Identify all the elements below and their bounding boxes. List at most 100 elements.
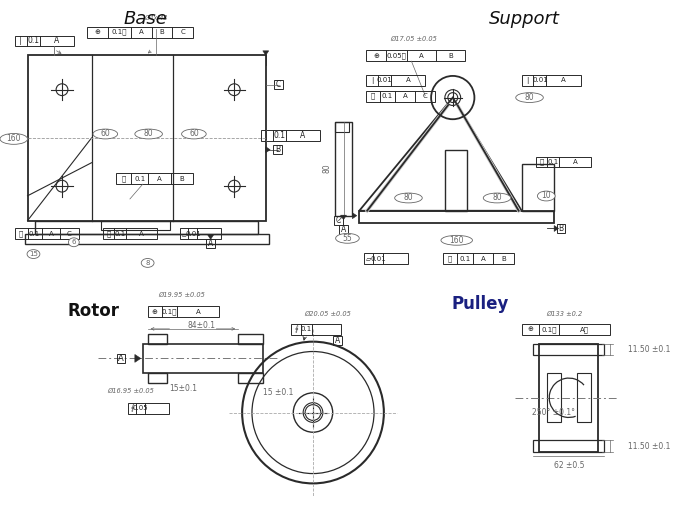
Text: A: A [573, 159, 577, 165]
Text: A: A [335, 336, 341, 345]
Text: 55: 55 [343, 234, 352, 243]
Text: ⊕: ⊕ [373, 53, 379, 59]
Text: Ø133 ±0.2: Ø133 ±0.2 [546, 311, 582, 317]
Text: 250° ±0.1°: 250° ±0.1° [531, 408, 575, 417]
Text: ⌒: ⌒ [107, 231, 111, 237]
Text: 0.01: 0.01 [185, 231, 201, 237]
Text: ⌒: ⌒ [19, 231, 23, 237]
Text: 6: 6 [72, 239, 76, 245]
Text: 0.1: 0.1 [27, 37, 39, 45]
Text: A: A [54, 37, 60, 45]
Text: ∮: ∮ [130, 404, 134, 412]
Text: 0.1: 0.1 [382, 93, 393, 99]
Text: C: C [67, 231, 72, 237]
Ellipse shape [27, 250, 40, 258]
Text: 11.50 ±0.1: 11.50 ±0.1 [628, 442, 670, 450]
Ellipse shape [538, 191, 555, 201]
Text: A: A [208, 239, 213, 248]
Text: 8: 8 [146, 260, 150, 266]
Text: 0.1: 0.1 [301, 326, 312, 332]
Text: A: A [341, 225, 346, 234]
Text: 0.1Ⓜ: 0.1Ⓜ [542, 326, 557, 332]
Ellipse shape [135, 129, 162, 139]
Text: 0.01: 0.01 [532, 78, 548, 83]
Ellipse shape [395, 193, 422, 203]
Text: ⌒: ⌒ [371, 93, 375, 99]
Text: A: A [157, 176, 162, 182]
Text: B: B [160, 29, 165, 35]
Text: 0.1: 0.1 [29, 231, 40, 237]
Polygon shape [135, 355, 141, 362]
Text: 0.1: 0.1 [548, 159, 559, 165]
Text: A: A [419, 53, 424, 59]
Text: A: A [481, 255, 485, 262]
Text: C: C [422, 93, 427, 99]
Text: 0.05: 0.05 [133, 405, 148, 411]
Text: Ø20.05 ±0.05: Ø20.05 ±0.05 [305, 311, 351, 317]
Text: 0.1: 0.1 [459, 255, 471, 262]
Polygon shape [266, 147, 270, 153]
Text: B: B [448, 53, 453, 59]
Text: B: B [559, 224, 563, 233]
Text: 15: 15 [29, 251, 38, 257]
Text: 15 ±0.1: 15 ±0.1 [263, 388, 293, 398]
Text: 0.1Ⓜ: 0.1Ⓜ [162, 308, 177, 315]
Text: AⓂ: AⓂ [580, 326, 589, 332]
Ellipse shape [141, 258, 154, 267]
Ellipse shape [516, 93, 544, 102]
Text: |: | [265, 131, 268, 140]
Polygon shape [352, 212, 357, 219]
Text: 60: 60 [100, 129, 110, 139]
Text: Ø4xM8: Ø4xM8 [144, 15, 167, 21]
Text: B: B [501, 255, 506, 262]
Text: Pulley: Pulley [452, 295, 509, 313]
Ellipse shape [483, 193, 511, 203]
Text: A: A [139, 231, 144, 237]
Text: ⌒: ⌒ [540, 159, 544, 165]
Polygon shape [554, 225, 559, 232]
Text: ⊕: ⊕ [152, 309, 158, 315]
Text: 80: 80 [403, 193, 413, 203]
Text: ⊕: ⊕ [527, 326, 533, 332]
Text: 160: 160 [450, 236, 464, 245]
Text: ⌒: ⌒ [448, 255, 452, 262]
Text: ⊕: ⊕ [94, 29, 100, 35]
Text: C: C [336, 216, 341, 225]
Text: 80: 80 [492, 193, 502, 203]
Text: 0.1Ⓜ: 0.1Ⓜ [112, 29, 127, 36]
Text: Base: Base [124, 10, 168, 28]
Text: A: A [561, 78, 566, 83]
Ellipse shape [0, 133, 28, 144]
Text: A: A [300, 131, 305, 140]
Text: 0.1: 0.1 [273, 131, 285, 140]
Text: 80: 80 [525, 93, 534, 102]
Text: 80: 80 [144, 129, 154, 139]
Text: 60: 60 [189, 129, 199, 139]
Text: Rotor: Rotor [68, 302, 120, 320]
Text: C: C [276, 80, 281, 89]
Text: 0.01: 0.01 [376, 78, 393, 83]
Text: |: | [371, 77, 373, 84]
Text: A: A [403, 93, 408, 99]
Text: ∮: ∮ [294, 326, 298, 333]
Polygon shape [263, 51, 269, 55]
Text: |: | [527, 77, 529, 84]
Text: ▱: ▱ [366, 255, 371, 262]
Text: 0.1: 0.1 [114, 231, 126, 237]
Text: A: A [118, 354, 124, 363]
Text: Ø19.95 ±0.05: Ø19.95 ±0.05 [158, 292, 206, 297]
Text: ⌒: ⌒ [122, 175, 126, 182]
Text: 160: 160 [7, 134, 21, 143]
Text: Ø16.95 ±0.05: Ø16.95 ±0.05 [108, 388, 154, 394]
Text: 84±0.1: 84±0.1 [188, 322, 216, 330]
Text: 80: 80 [322, 163, 331, 173]
Text: 15±0.1: 15±0.1 [169, 385, 197, 393]
Text: Support: Support [489, 10, 560, 28]
Text: Ø17.05 ±0.05: Ø17.05 ±0.05 [390, 36, 437, 41]
Polygon shape [341, 215, 347, 220]
Text: |: | [20, 37, 22, 45]
Ellipse shape [336, 233, 359, 243]
Ellipse shape [93, 129, 118, 139]
Text: 0.01: 0.01 [370, 255, 386, 262]
Polygon shape [208, 235, 213, 239]
